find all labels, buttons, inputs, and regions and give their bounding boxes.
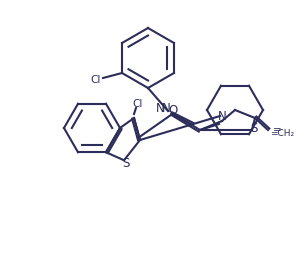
Text: Cl: Cl <box>133 99 143 109</box>
Text: S: S <box>250 121 258 135</box>
Text: N: N <box>218 109 226 123</box>
Text: N: N <box>162 102 170 114</box>
Text: Cl: Cl <box>91 75 101 85</box>
Text: =: = <box>273 125 282 135</box>
Text: S: S <box>122 157 130 170</box>
Text: N: N <box>156 102 164 115</box>
Text: =CH₂: =CH₂ <box>270 129 294 138</box>
Text: O: O <box>168 104 177 117</box>
